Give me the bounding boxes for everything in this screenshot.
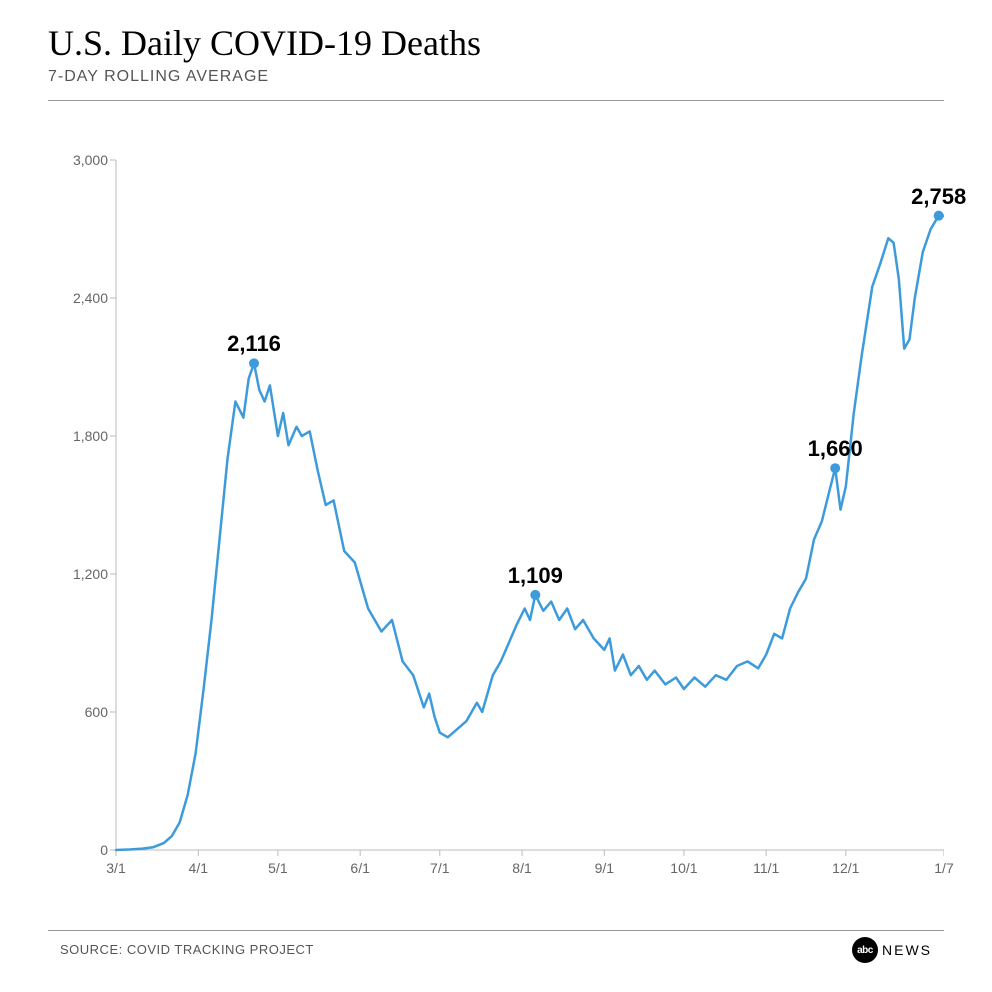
y-tick-label: 1,800 — [58, 428, 108, 444]
x-tick-label: 12/1 — [832, 860, 859, 876]
x-tick-label: 6/1 — [350, 860, 369, 876]
x-tick-label: 8/1 — [512, 860, 531, 876]
x-tick-label: 4/1 — [189, 860, 208, 876]
callout-label: 1,109 — [508, 563, 563, 589]
x-tick-label: 7/1 — [430, 860, 449, 876]
x-tick-label: 1/7 — [934, 860, 953, 876]
y-tick-label: 2,400 — [58, 290, 108, 306]
header-divider — [48, 100, 944, 101]
x-tick-label: 10/1 — [670, 860, 697, 876]
y-tick-label: 3,000 — [58, 152, 108, 168]
abc-logo-circle: abc — [852, 937, 878, 963]
abc-logo-news: NEWS — [882, 942, 932, 958]
x-tick-label: 9/1 — [595, 860, 614, 876]
chart-container: U.S. Daily COVID-19 Deaths 7-DAY ROLLING… — [0, 0, 992, 992]
source-text: SOURCE: COVID TRACKING PROJECT — [60, 942, 314, 957]
x-tick-label: 5/1 — [268, 860, 287, 876]
x-tick-label: 3/1 — [106, 860, 125, 876]
chart-subtitle: 7-DAY ROLLING AVERAGE — [48, 68, 269, 86]
abc-news-logo: abc NEWS — [852, 938, 932, 962]
x-tick-label: 11/1 — [753, 860, 779, 876]
footer-divider — [48, 930, 944, 931]
callout-label: 2,758 — [911, 184, 966, 210]
y-tick-label: 0 — [58, 842, 108, 858]
y-tick-label: 600 — [58, 704, 108, 720]
callout-label: 1,660 — [808, 436, 863, 462]
y-tick-label: 1,200 — [58, 566, 108, 582]
callout-label: 2,116 — [227, 331, 281, 357]
chart-svg — [48, 140, 944, 880]
line-chart: 0 600 1,200 1,800 2,400 3,000 3/1 4/1 5/1 6/1 7/1 8… — [48, 140, 944, 880]
chart-title: U.S. Daily COVID-19 Deaths — [48, 22, 481, 64]
